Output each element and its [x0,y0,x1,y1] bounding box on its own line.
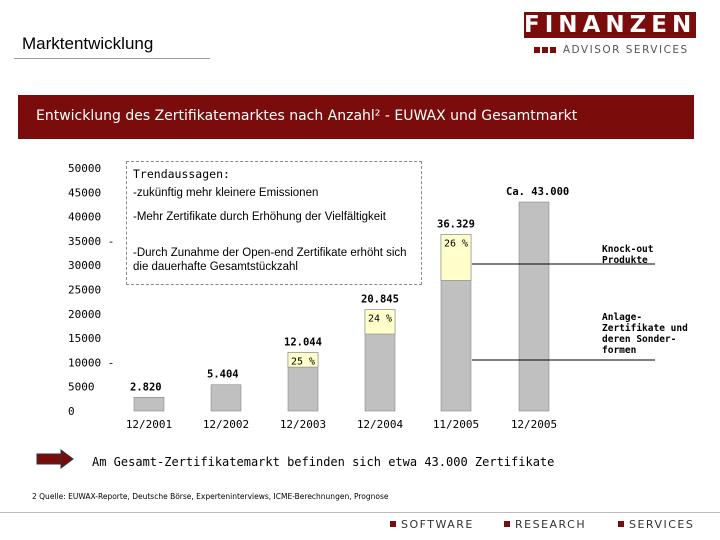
trend-item: -zukünftig mehr kleinere Emissionen [133,187,319,199]
footer-label: SOFTWARE [401,518,474,531]
trend-item: -Durch Zunahme der Open-end Zertifikate … [133,247,407,273]
x-tick-label: 12/2004 [357,418,404,431]
arrow-right-icon [36,449,74,469]
share-label: 25 % [291,356,315,367]
logo-subtitle: ADVISOR SERVICES [534,44,689,56]
footer-divider [0,512,720,513]
x-tick-label: 11/2005 [433,418,479,431]
square-icon [390,521,396,527]
square-icon [618,521,624,527]
knockout-segment [364,309,396,335]
logo-subtitle-text: ADVISOR SERVICES [562,44,689,56]
data-label: 36.329 [437,218,475,230]
anlage-label: Anlage- Zertifikate und deren Sonder- fo… [602,312,688,356]
trend-item: -Mehr Zertifikate durch Erhöhung der Vie… [133,211,386,223]
square-icon [534,47,540,53]
summary-statement: Am Gesamt-Zertifikatemarkt befinden sich… [92,455,555,469]
y-tick-label: 15000 [68,332,101,345]
trend-title: Trendaussagen: [133,167,230,181]
knockout-label: Knock-out Produkte [602,244,654,266]
footer-label: SERVICES [629,518,695,531]
bar [518,201,550,412]
y-tick-label: 5000 [68,381,95,394]
data-label: 2.820 [130,381,162,393]
finanzen-logo [524,12,696,38]
footnote: 2 Quelle: EUWAX-Reporte, Deutsche Börse,… [32,492,389,501]
square-icon [542,47,548,53]
y-tick-label: 40000 [68,211,101,224]
page-title: Marktentwicklung [22,34,154,53]
data-label: 5.404 [207,369,239,381]
footer-research: RESEARCH [504,518,586,531]
footer-software: SOFTWARE [390,518,474,531]
bar [210,384,242,412]
banner-title: Entwicklung des Zertifikatemarktes nach … [36,108,578,124]
y-tick-label: 50000 [68,162,101,175]
y-tick-label: 20000 [68,308,101,321]
y-tick-label: 30000 [68,259,101,272]
x-tick-label: 12/2001 [126,418,172,431]
data-label: 20.845 [361,294,399,306]
knockout-segment [440,234,472,281]
footer-label: RESEARCH [515,518,587,531]
trend-box [126,161,422,285]
knockout-segment [287,352,319,368]
share-label: 24 % [368,314,392,325]
y-tick-label: 35000 - [68,235,114,248]
bar [133,396,165,412]
square-icon [504,521,510,527]
logo-text: FINANZEN [524,12,697,38]
y-tick-label: 25000 [68,284,101,297]
section-banner [18,95,694,139]
y-tick-label: 10000 - [68,356,114,369]
share-label: 26 % [444,238,468,249]
x-tick-label: 12/2005 [511,418,557,431]
square-icon [550,47,556,53]
footer-services: SERVICES [618,518,694,531]
data-label: Ca. 43.000 [506,186,569,198]
y-tick-label: 45000 [68,186,101,199]
x-tick-label: 12/2002 [203,418,249,431]
data-label: 12.044 [284,336,322,348]
x-tick-label: 12/2003 [280,418,326,431]
title-divider [14,58,210,59]
y-tick-label: 0 [68,405,75,418]
